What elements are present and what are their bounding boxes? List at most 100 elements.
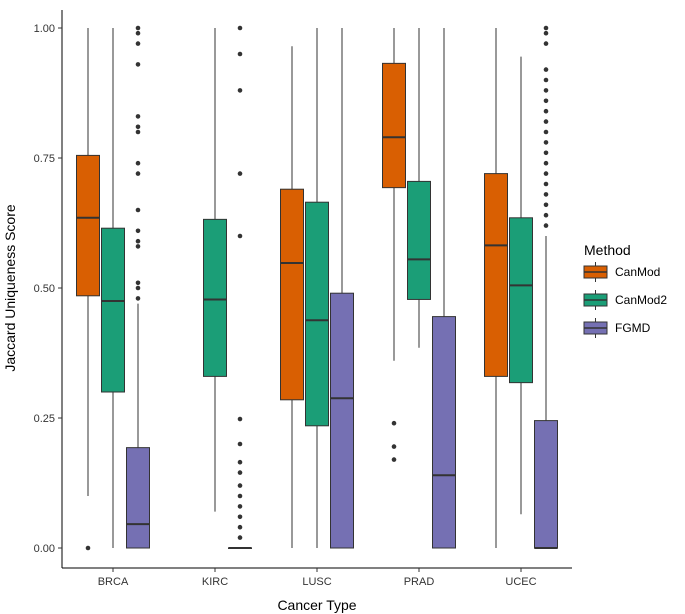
outlier-point xyxy=(543,150,549,156)
outlier-point xyxy=(135,62,141,67)
box-rect xyxy=(305,201,329,427)
x-tick-label: LUSC xyxy=(302,576,331,588)
outlier-point xyxy=(543,77,549,83)
box-rect xyxy=(509,217,533,384)
y-axis-title: Jaccard Uniqueness Score xyxy=(2,204,18,372)
y-tick-label: 0.50 xyxy=(34,283,55,295)
outlier-point xyxy=(543,25,549,31)
x-tick-label: KIRC xyxy=(202,576,228,588)
outlier-point xyxy=(237,459,243,465)
outlier-point xyxy=(135,30,141,36)
outlier-point xyxy=(237,535,243,540)
y-axis: 0.00 0.25 0.50 0.75 1.00 xyxy=(34,10,63,568)
legend-key-canmod xyxy=(583,262,608,282)
outlier-point xyxy=(237,524,243,530)
box-rect xyxy=(280,188,304,401)
outlier-point xyxy=(391,457,397,462)
box-rect xyxy=(330,292,354,549)
box-canmod2-kirc xyxy=(203,28,227,512)
box-canmod-brca xyxy=(76,28,100,551)
outlier-point xyxy=(237,416,243,422)
outlier-point xyxy=(135,129,141,135)
legend: Method CanMod CanMod2 FGMD xyxy=(583,242,667,338)
outlier-point xyxy=(237,441,243,447)
outlier-point xyxy=(135,25,141,31)
box-canmod2-brca xyxy=(101,28,125,548)
outlier-point xyxy=(237,51,243,57)
outlier-point xyxy=(391,444,397,449)
outlier-point xyxy=(135,228,141,234)
outlier-point xyxy=(237,504,243,509)
outlier-point xyxy=(237,514,243,520)
outlier-point xyxy=(85,545,91,551)
outlier-point xyxy=(135,280,141,286)
box-rect xyxy=(407,180,431,300)
outlier-point xyxy=(543,98,549,104)
outlier-point xyxy=(237,25,243,31)
outlier-point xyxy=(237,483,243,488)
outlier-point xyxy=(543,41,549,46)
outlier-point xyxy=(237,233,243,239)
legend-label: CanMod2 xyxy=(615,293,667,307)
outlier-point xyxy=(543,30,549,36)
outlier-point xyxy=(543,108,549,114)
outlier-point xyxy=(543,140,549,145)
x-axis: BRCA KIRC LUSC PRAD UCEC xyxy=(62,567,572,588)
outlier-point xyxy=(135,160,141,166)
outlier-point xyxy=(543,67,549,72)
legend-label: FGMD xyxy=(615,321,651,335)
outlier-point xyxy=(543,171,549,176)
box-rect xyxy=(484,173,508,377)
box-fgmd-brca xyxy=(126,25,150,549)
box-fgmd-kirc xyxy=(228,25,252,549)
outlier-point xyxy=(135,296,141,301)
box-canmod-prad xyxy=(382,28,406,462)
x-tick-label: UCEC xyxy=(505,576,536,588)
outlier-point xyxy=(237,493,243,499)
box-canmod2-prad xyxy=(407,28,431,348)
box-fgmd-ucec xyxy=(534,25,558,549)
outlier-point xyxy=(135,41,141,46)
box-canmod2-lusc xyxy=(305,28,329,548)
box-rect xyxy=(534,420,558,549)
outlier-point xyxy=(237,470,243,475)
box-rect xyxy=(76,154,100,297)
box-rect xyxy=(101,227,125,393)
outlier-point xyxy=(543,223,549,228)
legend-title: Method xyxy=(584,242,631,258)
box-fgmd-prad xyxy=(432,28,456,549)
outlier-point xyxy=(543,88,549,93)
outlier-point xyxy=(237,88,243,93)
y-tick-label: 0.75 xyxy=(34,153,55,165)
outlier-point xyxy=(135,171,141,176)
outlier-point xyxy=(135,244,141,249)
x-tick-label: PRAD xyxy=(404,576,435,588)
x-axis-title: Cancer Type xyxy=(277,597,356,613)
box-fgmd-lusc xyxy=(330,28,354,549)
outlier-point xyxy=(237,171,243,176)
outlier-point xyxy=(543,202,549,208)
outlier-point xyxy=(135,114,141,119)
outlier-point xyxy=(543,119,549,124)
legend-label: CanMod xyxy=(615,265,660,279)
legend-key-canmod2 xyxy=(583,290,608,310)
box-canmod2-ucec xyxy=(509,56,533,515)
box-rect xyxy=(382,62,406,189)
outlier-point xyxy=(135,207,141,213)
outlier-point xyxy=(543,212,549,218)
box-canmod-ucec xyxy=(484,28,508,548)
outlier-point xyxy=(391,420,397,426)
y-tick-label: 1.00 xyxy=(34,23,55,35)
box-rect xyxy=(432,316,456,549)
outlier-point xyxy=(543,181,549,187)
y-tick-label: 0.25 xyxy=(34,413,55,425)
outlier-point xyxy=(543,192,549,197)
box-rect xyxy=(203,218,227,377)
box-canmod-lusc xyxy=(280,46,304,548)
box-rect xyxy=(126,447,150,549)
x-tick-label: BRCA xyxy=(98,576,129,588)
legend-key-fgmd xyxy=(583,318,608,338)
outlier-point xyxy=(543,129,549,135)
y-tick-label: 0.00 xyxy=(34,543,55,555)
